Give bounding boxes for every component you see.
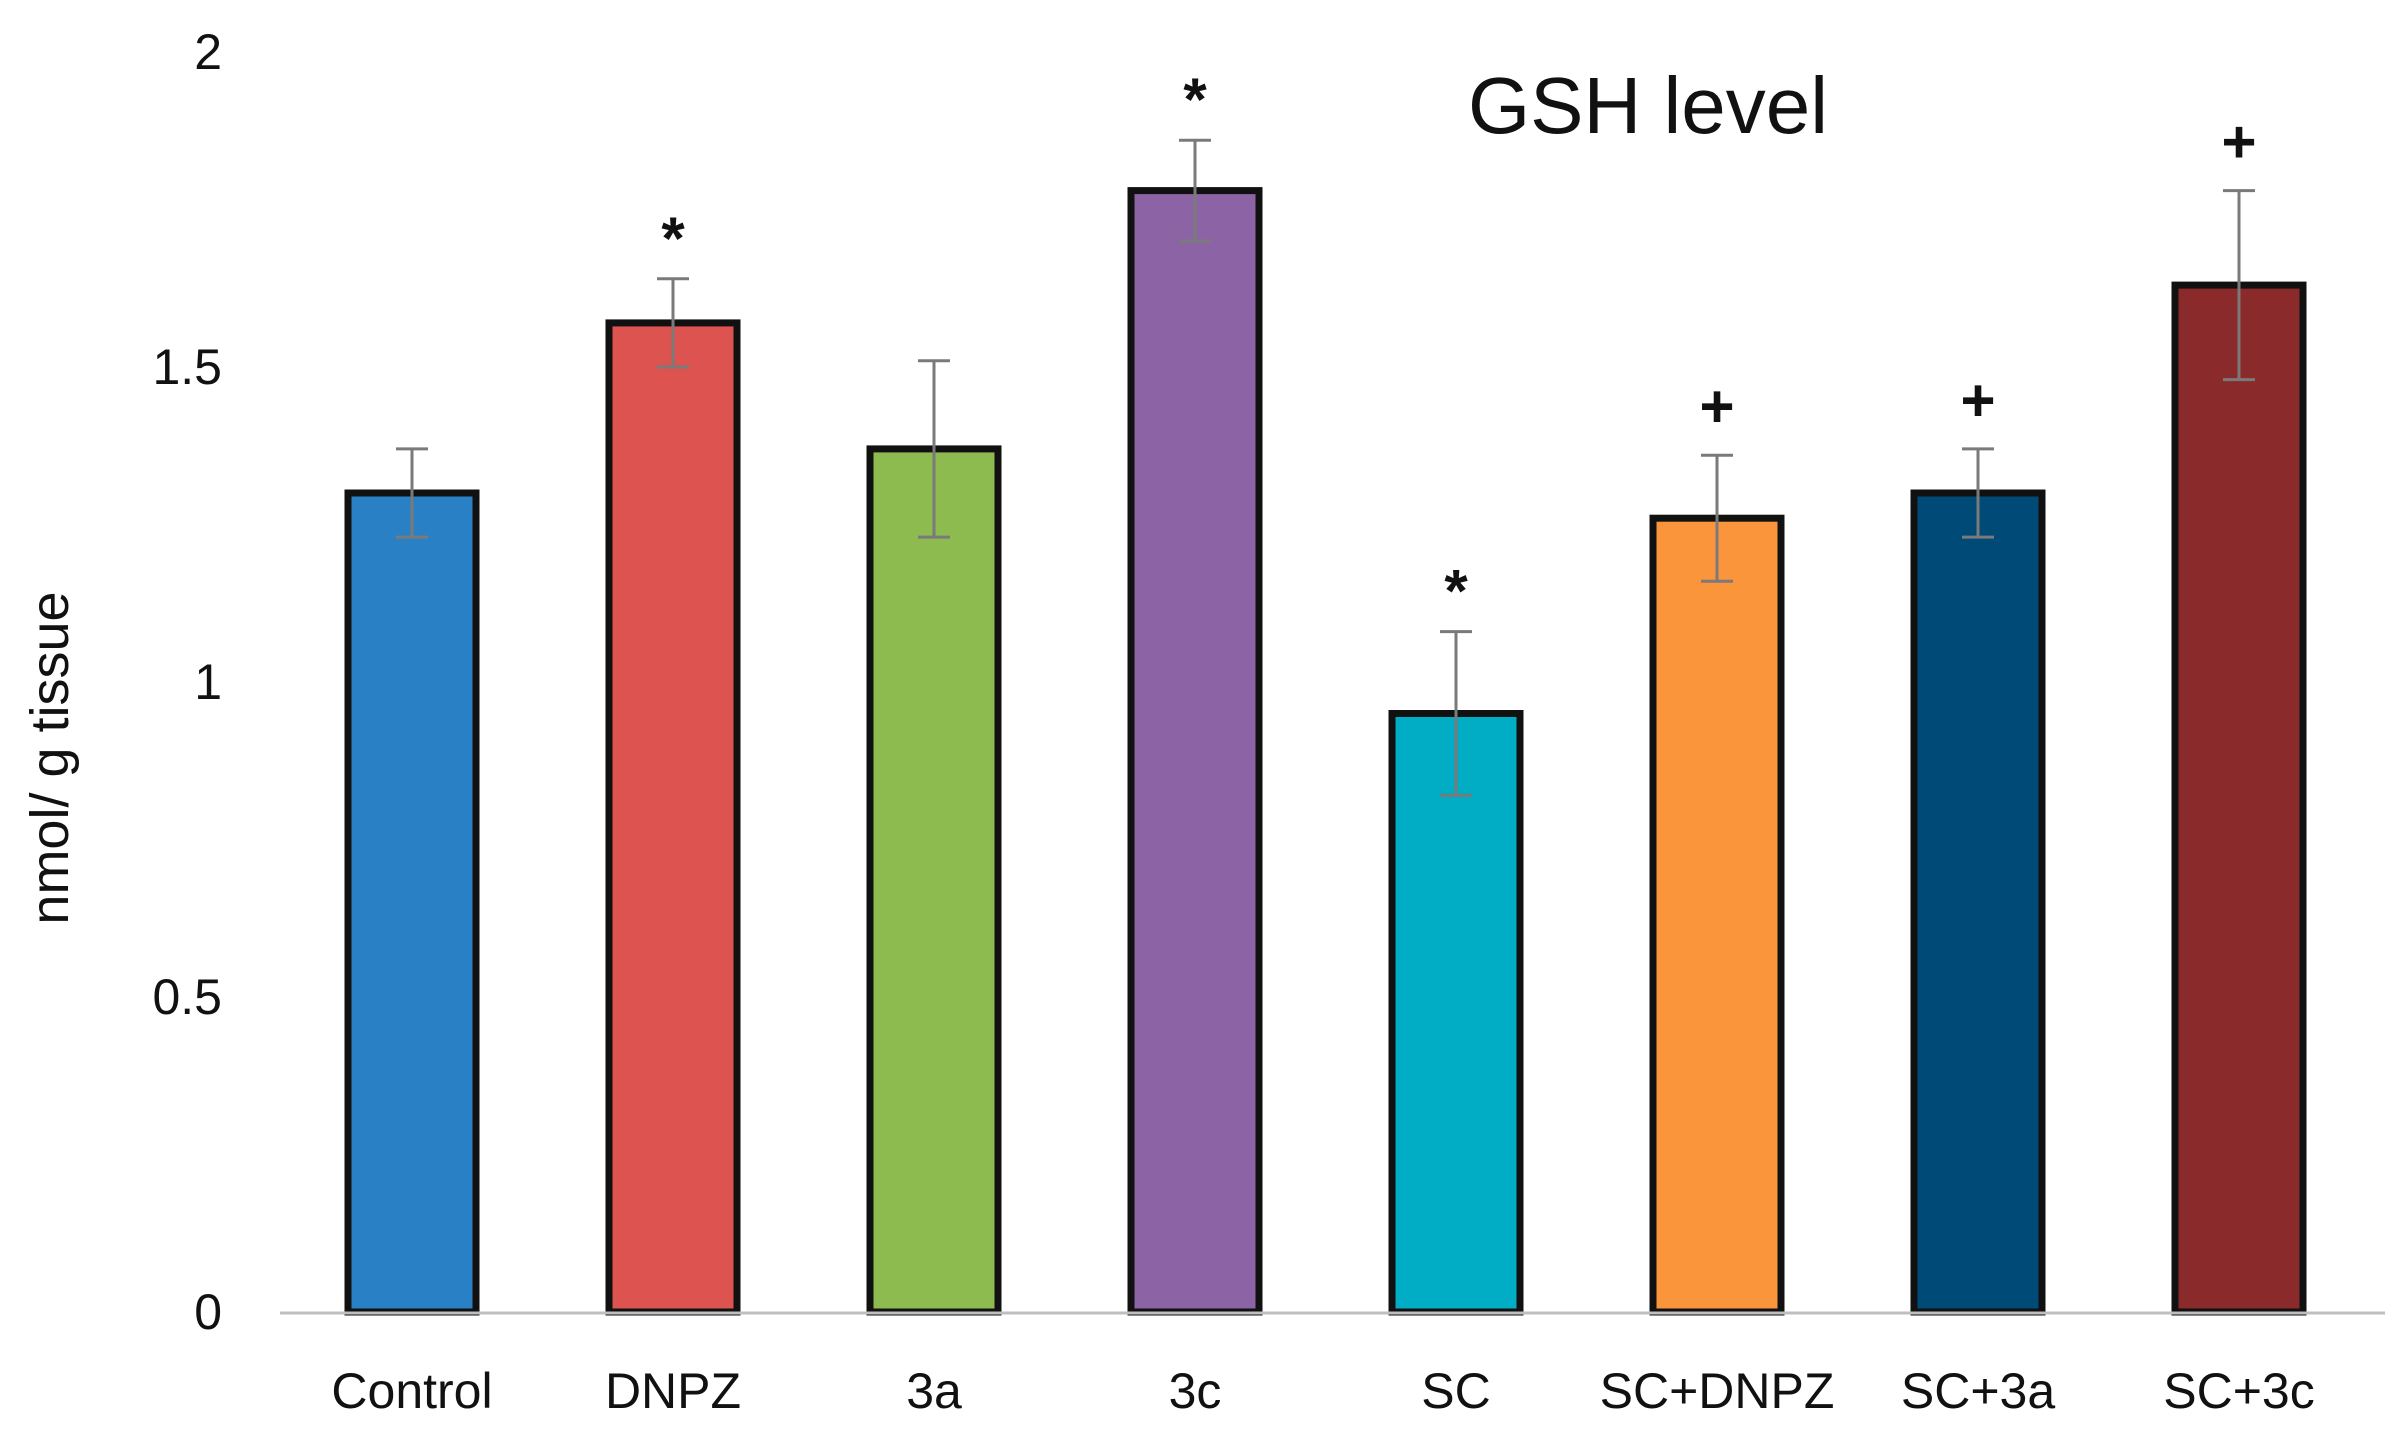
- bars-group: [344, 187, 2307, 1316]
- x-category-label: 3a: [906, 1363, 962, 1419]
- y-axis-title: nmol/ g tissue: [20, 591, 80, 924]
- error-bar: [1179, 138, 1211, 243]
- error-bar: [1701, 453, 1733, 583]
- significance-marks-group: * * * + + +: [661, 66, 2256, 624]
- x-category-label: Control: [331, 1363, 492, 1419]
- significance-plus: +: [1960, 367, 1995, 434]
- bar-sc-plus-dnpz: [1649, 514, 1785, 1316]
- y-tick-label: 0.5: [152, 969, 222, 1025]
- bar-control: [344, 489, 480, 1316]
- y-axis-ticks: 0 0.5 1 1.5 2: [152, 24, 222, 1340]
- x-category-label: DNPZ: [605, 1363, 741, 1419]
- significance-plus: +: [2221, 109, 2256, 176]
- x-category-label: SC+3c: [2163, 1363, 2314, 1419]
- chart-title: GSH level: [1468, 61, 1828, 150]
- significance-star: *: [1444, 558, 1468, 625]
- error-bar: [918, 359, 950, 539]
- error-bar: [2223, 189, 2255, 382]
- y-tick-label: 2: [194, 24, 222, 80]
- bar-3a: [866, 445, 1002, 1316]
- bar-sc: [1388, 710, 1524, 1316]
- error-bar: [396, 447, 428, 539]
- significance-star: *: [1183, 66, 1207, 133]
- x-category-label: SC: [1421, 1363, 1490, 1419]
- y-tick-label: 0: [194, 1284, 222, 1340]
- x-category-label: SC+3a: [1901, 1363, 2055, 1419]
- x-axis-category-labels: Control DNPZ 3a 3c SC SC+DNPZ SC+3a SC+3c: [331, 1363, 2314, 1419]
- x-category-label: SC+DNPZ: [1600, 1363, 1835, 1419]
- error-bars-group: [396, 138, 2255, 797]
- bar-dnpz: [605, 319, 741, 1316]
- x-category-label: 3c: [1169, 1363, 1222, 1419]
- significance-plus: +: [1699, 373, 1734, 440]
- bar-3c: [1127, 187, 1263, 1316]
- bar-sc-plus-3c: [2171, 281, 2307, 1316]
- error-bar: [657, 277, 689, 369]
- y-tick-label: 1: [194, 654, 222, 710]
- significance-star: *: [661, 205, 685, 272]
- error-bar: [1440, 630, 1472, 797]
- y-tick-label: 1.5: [152, 339, 222, 395]
- error-bar: [1962, 447, 1994, 539]
- bar-sc-plus-3a: [1910, 489, 2046, 1316]
